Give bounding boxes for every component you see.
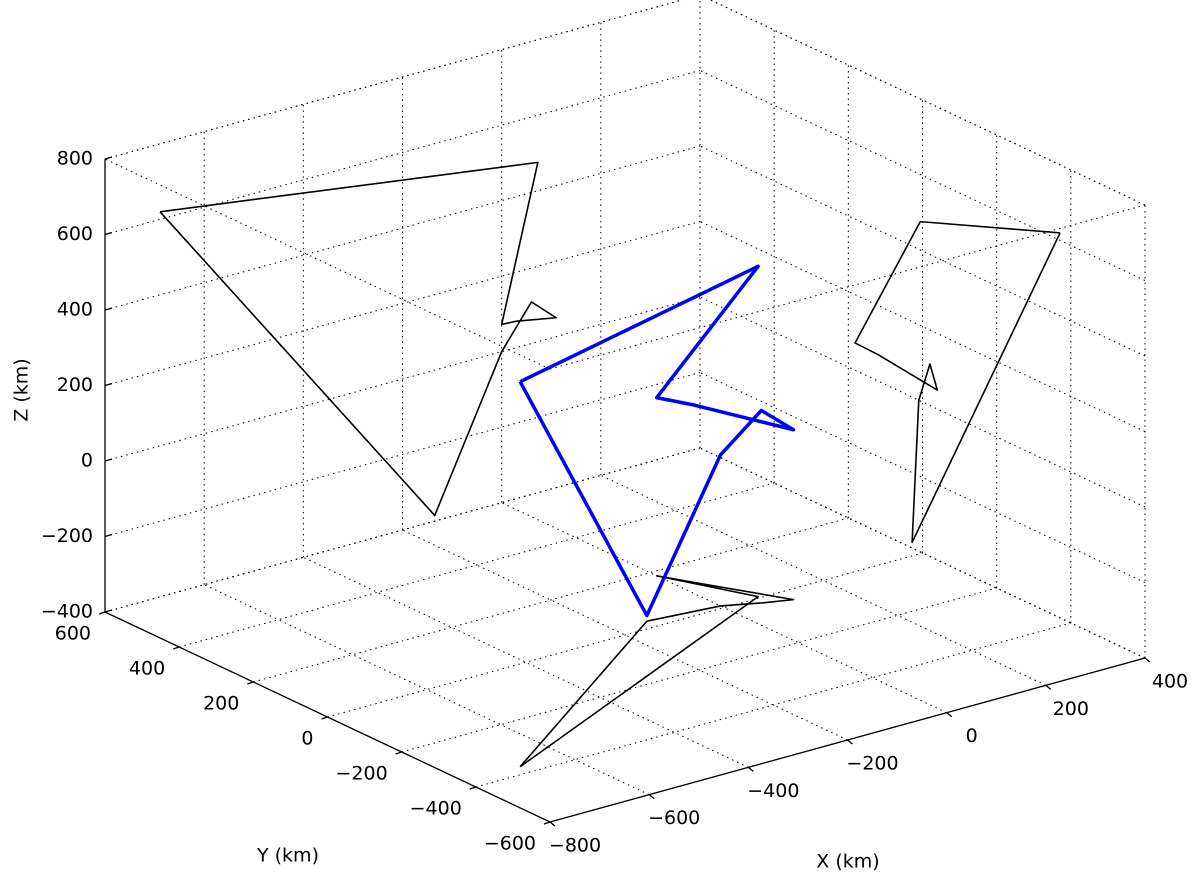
tick-mark [946, 712, 953, 718]
x-tick-label: −800 [549, 835, 601, 857]
grid-line [253, 517, 849, 683]
tick-mark [549, 821, 556, 827]
y-tick-label: 200 [203, 693, 239, 715]
grid-line [327, 552, 923, 718]
grid-line [104, 447, 701, 613]
tick-mark [1045, 684, 1052, 690]
projection-xz [159, 161, 558, 517]
z-tick-label: 200 [57, 374, 93, 396]
z-tick-label: 600 [57, 223, 93, 245]
trajectory [518, 264, 796, 618]
x-axis-label: X (km) [816, 851, 879, 873]
tick-mark [172, 646, 180, 650]
y-tick-label: 0 [301, 728, 313, 750]
grid-line [501, 502, 947, 714]
y-tick-label: −200 [335, 763, 387, 785]
grid-line [303, 556, 749, 768]
tick-mark [648, 794, 655, 800]
x-axis [549, 657, 1146, 823]
tick-mark [1144, 657, 1151, 663]
box-edge [104, 0, 684, 160]
tick-mark [321, 716, 328, 720]
y-tick-label: −600 [484, 833, 536, 855]
grid-line [600, 474, 1047, 686]
grid-line [401, 587, 997, 753]
tick-mark [98, 611, 106, 615]
x-tick-label: −400 [747, 780, 799, 802]
grid-line [475, 622, 1071, 788]
z-tick-label: 0 [81, 450, 93, 472]
x-tick-label: −600 [648, 807, 700, 829]
tick-mark [247, 681, 254, 685]
tick-mark [104, 156, 113, 160]
tick-mark [104, 307, 113, 311]
y-tick-label: −400 [410, 798, 462, 820]
tick-mark [104, 458, 113, 462]
z-tick-label: 400 [57, 299, 93, 321]
x-tick-label: 400 [1152, 671, 1188, 693]
tick-mark [543, 821, 551, 825]
grid-line [104, 0, 684, 160]
projection-xy [519, 575, 795, 768]
tick-mark [104, 533, 113, 538]
grid-line [104, 221, 701, 386]
y-tick-label: 600 [55, 623, 91, 645]
grid-line [104, 372, 701, 537]
y-axis-label: Y (km) [256, 845, 319, 867]
tick-mark [395, 751, 402, 755]
box-edge [549, 204, 1146, 370]
z-tick-label: −200 [41, 525, 93, 547]
grid-line [104, 145, 701, 311]
x-tick-label: 200 [1053, 698, 1089, 720]
z-tick-label: 800 [57, 148, 93, 170]
tick-mark [469, 786, 477, 790]
x-tick-label: −200 [846, 753, 898, 775]
tick-mark [104, 382, 113, 387]
y-tick-label: 400 [129, 658, 165, 680]
tick-mark [104, 609, 113, 613]
grid-line [104, 70, 701, 235]
projection-yz [854, 220, 1061, 544]
tick-mark [847, 739, 853, 745]
z-axis-label: Z (km) [11, 358, 33, 421]
tick-mark [104, 231, 113, 236]
y-axis [104, 611, 551, 823]
grid-line [104, 296, 701, 462]
x-tick-label: 0 [966, 725, 978, 747]
z-tick-label: −400 [41, 601, 93, 623]
grid-line [179, 482, 775, 648]
tick-mark [747, 766, 754, 772]
